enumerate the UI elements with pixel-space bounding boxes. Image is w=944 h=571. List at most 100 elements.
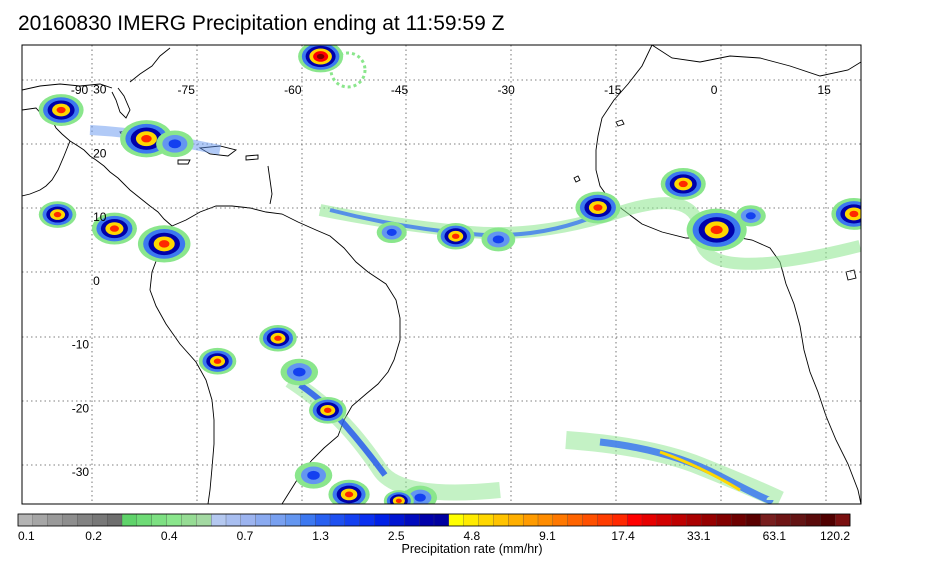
coastline-lake-victoria: [845, 269, 857, 281]
coastline-jamaica: [177, 159, 191, 165]
precip-cell-ring: [386, 228, 397, 236]
colorbar-swatch: [671, 513, 688, 527]
colorbar-swatch: [374, 513, 390, 527]
precip-cell-ring: [307, 470, 320, 480]
colorbar-tick-label: 9.1: [539, 529, 556, 543]
colorbar-border: [17, 513, 851, 527]
precip-cell-ring: [593, 204, 603, 211]
colorbar-swatch: [255, 513, 272, 527]
precip-cell: [383, 490, 414, 504]
colorbar-swatch: [418, 513, 435, 527]
precip-cell-ring: [323, 407, 332, 413]
precip-cell-ring: [168, 139, 182, 149]
colorbar-swatch: [716, 513, 732, 527]
precip-south-atlantic-yellow: [659, 450, 741, 492]
colorbar-swatch: [522, 513, 539, 527]
precip-cell: [481, 227, 516, 252]
longitude-labels: -90 -75 -60 -45 -30 -15 0 15: [71, 83, 831, 97]
map-title: 20160830 IMERG Precipitation ending at 1…: [18, 12, 505, 35]
precip-cell-ring: [316, 53, 325, 60]
colorbar-swatch: [404, 513, 420, 527]
colorbar-swatch: [344, 513, 361, 527]
coastline-africa-north: [651, 45, 861, 77]
precip-cell: [308, 396, 347, 424]
lat-tick-label: 30: [93, 83, 107, 97]
colorbar-tick-label: 2.5: [388, 529, 405, 543]
colorbar-swatch: [790, 513, 806, 527]
colorbar-swatch: [225, 513, 242, 527]
colorbar-tick-label: 0.2: [85, 529, 102, 543]
precip-cell: [198, 347, 237, 375]
colorbar-swatch: [448, 513, 465, 527]
precip-cell: [38, 201, 77, 228]
colorbar-swatch: [151, 513, 168, 527]
colorbar-swatch: [240, 513, 257, 527]
colorbar-swatch: [136, 513, 153, 527]
colorbar-swatch: [329, 513, 346, 527]
precip-cell-ring: [274, 335, 282, 341]
colorbar-swatch: [745, 513, 762, 527]
colorbar-swatch: [567, 513, 584, 527]
colorbar-swatch: [478, 513, 494, 527]
precip-cell: [328, 479, 370, 504]
precip-cell-ring: [56, 106, 66, 114]
coastline-yucatan: [22, 140, 71, 197]
colorbar-tick-label: 4.8: [463, 529, 480, 543]
precip-cell-ring: [293, 367, 306, 377]
precip-cell-ring: [745, 212, 756, 220]
colorbar-swatch: [463, 513, 480, 527]
precip-cell: [298, 45, 344, 73]
colorbar-swatch: [537, 513, 554, 527]
lat-tick-label: -10: [72, 338, 90, 352]
precip-cell: [686, 208, 747, 252]
colorbar-swatch: [121, 513, 138, 527]
coastline-south-america-west: [149, 225, 215, 504]
lon-tick-label: -15: [604, 83, 622, 97]
colorbar-swatch: [359, 513, 376, 527]
colorbar-tick-label: 17.4: [611, 529, 635, 543]
latitude-labels: 30 20 10 0 -10 -20 -30: [72, 83, 107, 480]
coastline-us-gulf: [22, 83, 113, 91]
precip-cells: [38, 45, 861, 504]
colorbar-swatch: [597, 513, 613, 527]
colorbar-swatch: [641, 513, 658, 527]
precip-cell-ring: [53, 211, 62, 218]
precip-cell-ring: [395, 498, 402, 503]
precip-cell: [436, 222, 475, 250]
colorbar-swatch: [285, 513, 301, 527]
colorbar-swatch: [300, 513, 316, 527]
colorbar-swatch: [210, 513, 227, 527]
colorbar-tick-label: 0.4: [161, 529, 178, 543]
precip-cell: [137, 225, 191, 263]
colorbar-tick-labels: 0.1 0.2 0.4 0.7 1.3 2.5 4.8 9.1 17.4 33.1 63.1 120.…: [18, 529, 850, 543]
coastline-puerto-rico: [245, 154, 259, 161]
colorbar-swatch: [493, 513, 509, 527]
coastline-canary: [615, 119, 625, 127]
lon-tick-label: -90: [71, 83, 89, 97]
colorbar-swatch: [47, 513, 64, 527]
colorbar-swatch: [166, 513, 182, 527]
colorbar-swatch: [32, 513, 49, 527]
colorbar-swatch: [106, 513, 123, 527]
precip-cell-ring: [141, 134, 152, 143]
colorbar-tick-label: 63.1: [763, 529, 787, 543]
colorbar-swatch: [612, 513, 628, 527]
precip-cell-ring: [109, 225, 119, 232]
precip-cell-ring: [158, 240, 170, 248]
colorbar-swatch: [62, 513, 78, 527]
colorbar-tick-label: 0.7: [237, 529, 254, 543]
colorbar-swatch: [508, 513, 524, 527]
precip-cell-ring: [451, 233, 460, 239]
coastline-cape-verde: [573, 175, 581, 183]
precip-cell-ring: [710, 225, 723, 235]
precip-cell: [156, 130, 194, 158]
precip-cell: [735, 205, 766, 227]
grid-lines: [22, 45, 861, 504]
colorbar-swatch: [686, 513, 702, 527]
lon-tick-label: 0: [711, 83, 718, 97]
precip-sa-core: [298, 382, 388, 477]
colorbar-swatch: [433, 513, 450, 527]
map-frame: [21, 44, 862, 505]
precip-cell-ring: [678, 180, 688, 188]
